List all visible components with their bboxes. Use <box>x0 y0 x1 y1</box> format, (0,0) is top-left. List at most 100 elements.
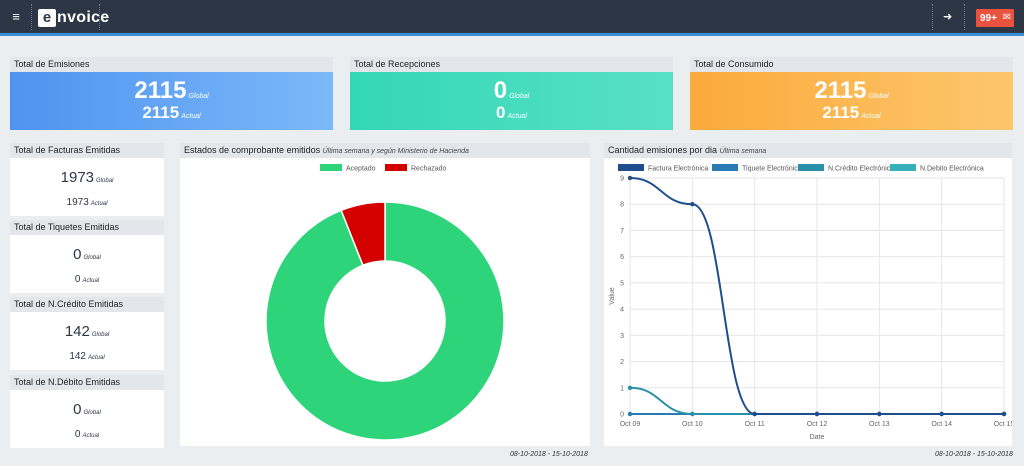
y-tick-label: 6 <box>620 254 624 261</box>
global-tag: Global <box>83 410 101 416</box>
actual-value: 0 <box>496 103 506 122</box>
global-value: 2115 <box>814 77 867 104</box>
global-value: 142 <box>64 323 90 340</box>
global-tag: Global <box>83 255 101 261</box>
actual-value: 1973 <box>66 197 89 208</box>
summary-card-consumido: Total de Consumido 2115 Global 2115 Actual <box>690 57 1013 130</box>
global-value: 0 <box>73 246 82 263</box>
hamburger-menu-icon[interactable]: ≡ <box>12 9 20 24</box>
y-tick-label: 3 <box>620 333 624 340</box>
legend-swatch <box>890 164 916 171</box>
card-ncredito-emitidas: Total de N.Crédito Emitidas 142 Global 14… <box>10 297 164 370</box>
y-tick-label: 9 <box>620 176 624 183</box>
card-ndebito-emitidas: Total de N.Débito Emitidas 0 Global 0 Actu… <box>10 375 164 448</box>
navbar-divider <box>31 4 32 30</box>
y-tick-label: 2 <box>620 359 624 366</box>
card-title: Total de Emisiones <box>10 57 333 72</box>
card-body: 1973 Global 1973 Actual <box>10 158 164 216</box>
actual-tag: Actual <box>82 433 100 439</box>
data-point <box>627 175 633 181</box>
logo-text: nvoice <box>57 9 110 26</box>
card-body: 0 Global 0 Actual <box>10 390 164 448</box>
donut-date-range: 08-10-2018 - 15-10-2018 <box>510 451 588 458</box>
panel-subtitle: Última semana y según Ministerio de Haci… <box>322 148 469 155</box>
panel-title-text: Cantidad emisiones por dia <box>608 145 718 155</box>
legend-swatch <box>320 164 342 171</box>
actual-tag: Actual <box>507 113 527 120</box>
line-chart: Factura Electrónica Tiquete Electrónico N.… <box>609 164 1012 441</box>
data-point <box>752 411 757 417</box>
donut-slice <box>265 201 505 441</box>
legend-label: N.Debito Electrónica <box>920 166 984 173</box>
x-tick-label: Oct 13 <box>869 421 890 428</box>
card-title: Total de Recepciones <box>350 57 673 72</box>
navbar-divider <box>99 4 100 30</box>
global-value: 0 <box>73 401 82 418</box>
global-tag: Global <box>868 93 889 100</box>
data-point <box>814 411 820 417</box>
y-tick-label: 4 <box>620 307 624 314</box>
data-point <box>627 411 633 417</box>
legend-swatch <box>618 164 644 171</box>
logout-icon[interactable]: ➜ <box>943 11 953 23</box>
card-body: 142 Global 142 Actual <box>10 312 164 370</box>
y-tick-label: 0 <box>620 412 624 419</box>
navbar-divider <box>964 4 965 30</box>
legend-label: Tiquete Electrónico <box>742 166 802 173</box>
global-value: 0 <box>493 77 508 104</box>
y-tick-label: 7 <box>620 228 624 235</box>
y-axis-label: Value <box>609 287 616 304</box>
card-body: 0 Global 0 Actual <box>10 235 164 293</box>
estados-comprobante-panel: Estados de comprobante emitidos Última s… <box>180 143 590 446</box>
card-facturas-emitidas: Total de Facturas Emitidas 1973 Global 19… <box>10 143 164 216</box>
legend-swatch <box>385 164 407 171</box>
data-point <box>1001 411 1007 417</box>
legend-label: Aceptado <box>346 166 376 173</box>
card-body: 2115 Global 2115 Actual <box>10 72 333 130</box>
card-body: 2115 Global 2115 Actual <box>690 72 1013 130</box>
panel-title: Estados de comprobante emitidos Última s… <box>180 143 590 158</box>
global-value: 1973 <box>60 169 95 186</box>
notification-count-badge: 99+ <box>980 12 997 24</box>
global-value: 2115 <box>134 77 187 104</box>
panel-title-text: Estados de comprobante emitidos <box>184 145 321 155</box>
envoice-logo[interactable]: e nvoice <box>38 8 110 28</box>
logo-mark: e <box>38 9 56 27</box>
actual-value: 2115 <box>822 103 860 122</box>
actual-tag: Actual <box>82 278 100 284</box>
card-tiquetes-emitidas: Total de Tiquetes Emitidas 0 Global 0 Actu… <box>10 220 164 293</box>
legend-label: N.Crédito Electrónica <box>828 166 894 173</box>
x-tick-label: Oct 12 <box>807 421 828 428</box>
emisiones-por-dia-panel: Cantidad emisiones por dia Última semana… <box>604 143 1012 446</box>
legend-swatch <box>712 164 738 171</box>
card-title: Total de Tiquetes Emitidas <box>10 220 164 235</box>
x-tick-label: Oct 15 <box>994 421 1012 428</box>
actual-value: 0 <box>74 429 81 440</box>
x-tick-label: Oct 10 <box>682 421 703 428</box>
global-tag: Global <box>91 332 110 338</box>
donut-slice <box>340 201 386 267</box>
x-tick-label: Oct 09 <box>620 421 641 428</box>
summary-card-emisiones: Total de Emisiones 2115 Global 2115 Actual <box>10 57 333 130</box>
actual-tag: Actual <box>181 113 201 120</box>
data-point <box>690 202 695 207</box>
notifications-button[interactable]: 99+ ✉ <box>976 9 1014 27</box>
summary-card-recepciones: Total de Recepciones 0 Global 0 Actual <box>350 57 673 130</box>
navbar-divider <box>932 4 933 30</box>
x-tick-label: Oct 14 <box>931 421 952 428</box>
actual-tag: Actual <box>90 201 108 207</box>
card-title: Total de N.Débito Emitidas <box>10 375 164 390</box>
x-axis-label: Date <box>810 434 825 441</box>
legend-label: Factura Electrónica <box>648 166 708 173</box>
actual-tag: Actual <box>861 113 881 120</box>
actual-value: 142 <box>69 351 86 362</box>
card-body: 0 Global 0 Actual <box>350 72 673 130</box>
actual-tag: Actual <box>88 355 105 361</box>
data-point <box>627 385 633 390</box>
card-title: Total de Facturas Emitidas <box>10 143 164 158</box>
y-tick-label: 8 <box>620 202 624 209</box>
card-title: Total de N.Crédito Emitidas <box>10 297 164 312</box>
y-tick-label: 5 <box>620 280 624 287</box>
legend-swatch <box>798 164 824 171</box>
legend-label: Rechazado <box>411 166 447 173</box>
